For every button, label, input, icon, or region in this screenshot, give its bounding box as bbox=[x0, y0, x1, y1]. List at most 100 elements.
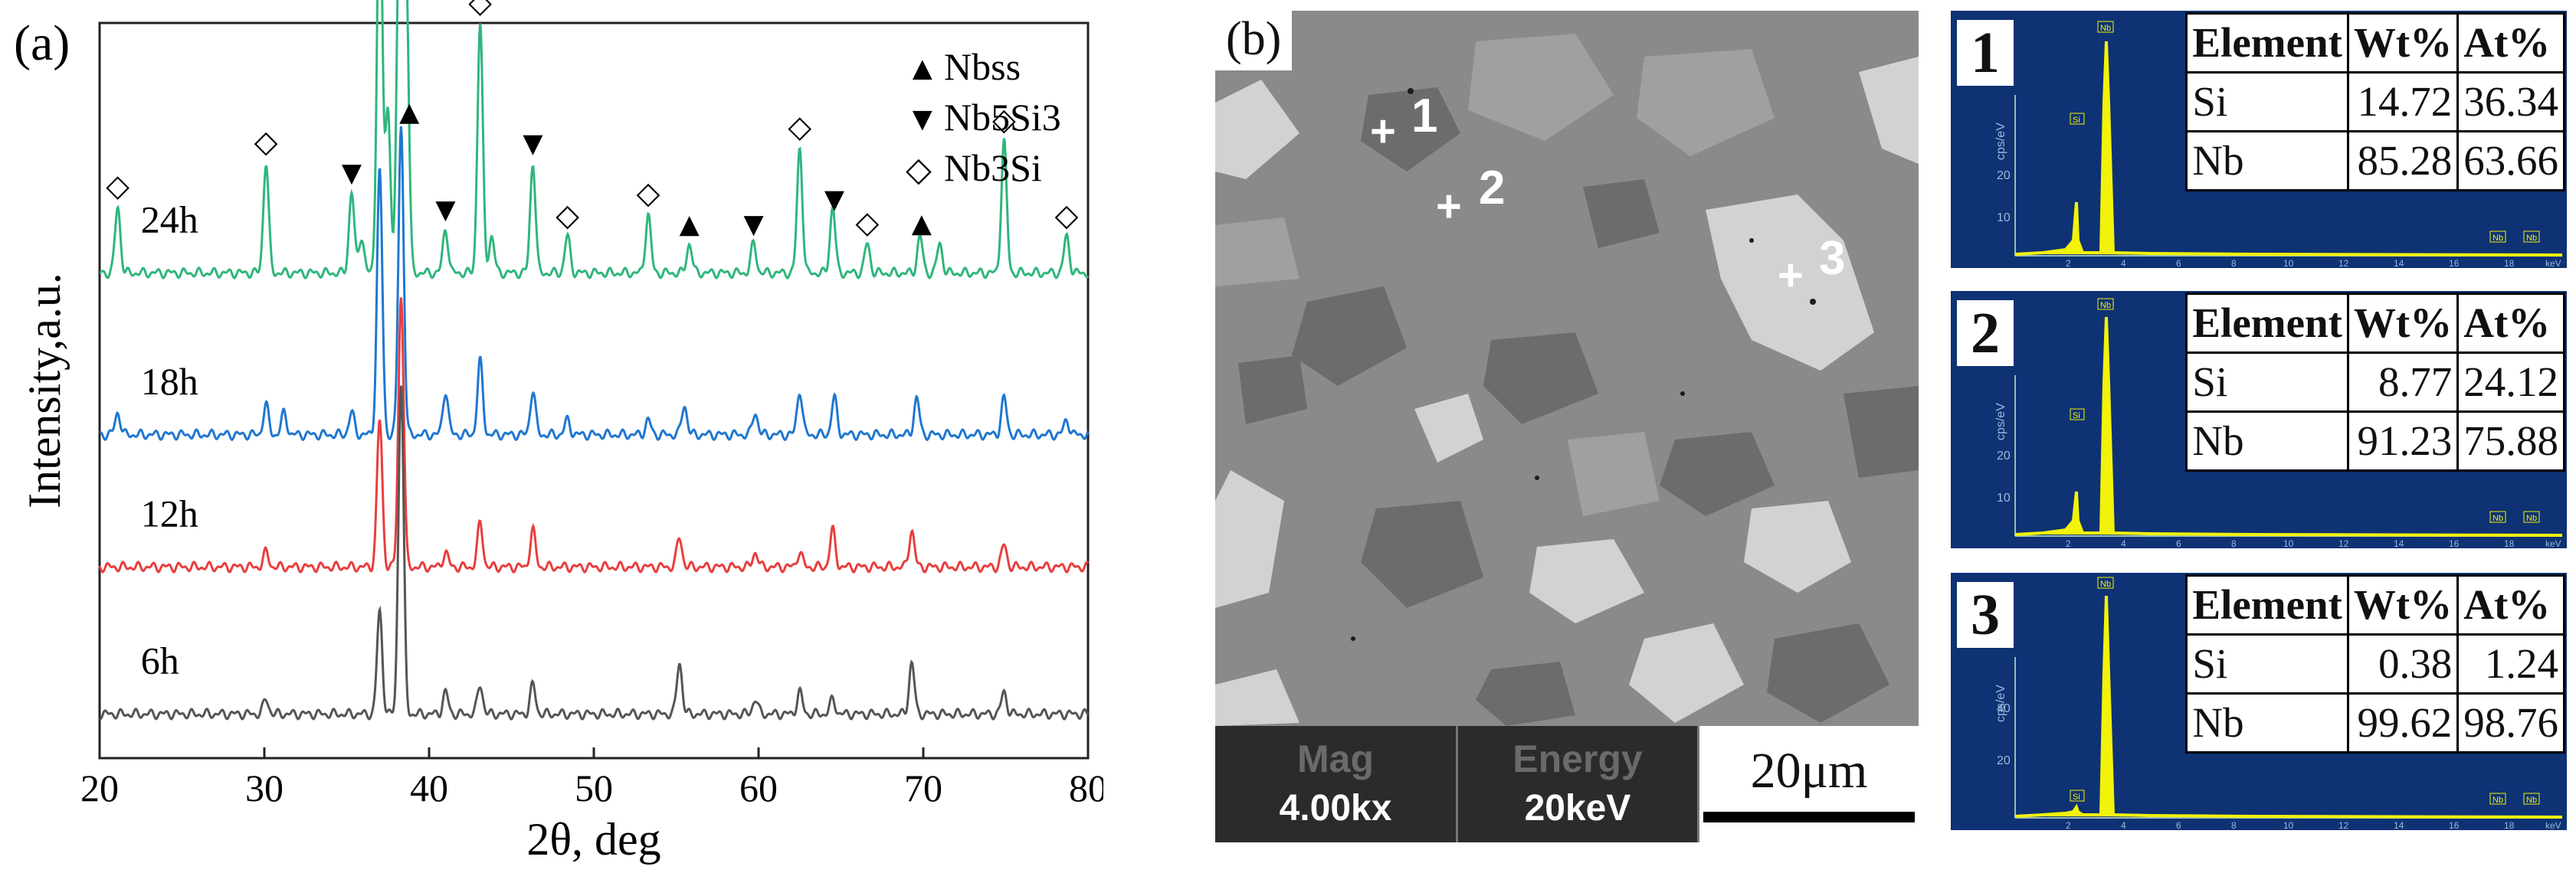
eds-3-header-at: At% bbox=[2456, 574, 2565, 636]
mag-cell: Mag 4.00kx bbox=[1215, 726, 1458, 842]
eds-2-xtick-2: 2 bbox=[2066, 538, 2071, 548]
eds-1-xtick-8: 8 bbox=[2231, 258, 2237, 268]
eds-spectrum-2: cps/eV 20 10 Nb Si Nb Nb 2 4 6 8 10 12 1… bbox=[1994, 298, 2563, 548]
eds-2-xtick-16: 16 bbox=[2449, 538, 2460, 548]
eds-2-xtick-12: 12 bbox=[2338, 538, 2349, 548]
legend: ▲ Nbss ▼ Nb5Si3 ◇ Nb3Si bbox=[906, 45, 1061, 189]
eds-3-xtick-6: 6 bbox=[2176, 820, 2181, 830]
x-tick-layer: 20 30 40 50 60 70 80 bbox=[80, 747, 1103, 809]
eds-3-peak-nb-3: Nb bbox=[2526, 796, 2537, 805]
eds-3-xtick-4: 4 bbox=[2121, 820, 2126, 830]
eds-1-xtick-12: 12 bbox=[2338, 258, 2349, 268]
series-6h bbox=[99, 385, 1090, 721]
scale-bar bbox=[1703, 812, 1915, 822]
eds-3-peak-nb-2: Nb bbox=[2492, 796, 2503, 805]
eds-1-header-at: At% bbox=[2456, 12, 2565, 74]
eds-3-number: 3 bbox=[1957, 582, 2014, 648]
phase-marker-6: ▼ bbox=[435, 195, 456, 225]
mag-label: Mag bbox=[1297, 737, 1374, 780]
eds-1-xtick-6: 6 bbox=[2176, 258, 2181, 268]
eds-1-ytick-0: 20 bbox=[1997, 169, 2011, 182]
eds-2-peak-nb-2: Nb bbox=[2492, 514, 2503, 523]
eds-3-ylabel: cps/eV bbox=[1994, 685, 2007, 722]
x-tick-label-30: 30 bbox=[245, 767, 283, 809]
energy-cell: Energy 20keV bbox=[1458, 726, 1699, 842]
phase-marker-17: ◇ bbox=[992, 103, 1016, 138]
eds-1-peak-nb-3: Nb bbox=[2526, 234, 2537, 243]
eds-3-peak-nb: Nb bbox=[2100, 580, 2111, 589]
phase-marker-11: ▲ bbox=[680, 209, 700, 240]
eds-1-ytick-1: 10 bbox=[1997, 211, 2011, 224]
eds-3-xtick-2: 2 bbox=[2066, 820, 2071, 830]
phase-marker-5: ▲ bbox=[399, 96, 420, 127]
phase-marker-0: ◇ bbox=[106, 168, 129, 204]
phase-marker-7: ◇ bbox=[468, 0, 492, 20]
phase-marker-16: ▲ bbox=[912, 208, 932, 239]
eds-2-ylabel: cps/eV bbox=[1994, 403, 2007, 440]
point-2-cross: + bbox=[1436, 181, 1462, 231]
eds-3-nb-wt: 99.62 bbox=[2346, 692, 2460, 754]
panel-a-label: (a) bbox=[14, 15, 70, 71]
eds-3-si-wt: 0.38 bbox=[2346, 633, 2460, 695]
phase-marker-10: ◇ bbox=[637, 176, 660, 211]
eds-1-xtick-10: 10 bbox=[2283, 258, 2294, 268]
phase-marker-13: ◇ bbox=[788, 110, 811, 145]
eds-1-si-element: Si bbox=[2185, 71, 2349, 132]
eds-2-header-at: At% bbox=[2456, 293, 2565, 354]
eds-panel-2: cps/eV 20 10 Nb Si Nb Nb 2 4 6 8 10 12 1… bbox=[1951, 291, 2567, 548]
eds-2-ytick-0: 20 bbox=[1997, 450, 2011, 463]
eds-spectrum-1: cps/eV 20 10 Nb Si Nb Nb 2 4 6 8 10 12 1… bbox=[1994, 21, 2563, 268]
eds-2-nb-wt: 91.23 bbox=[2346, 410, 2460, 472]
phase-marker-1: ◇ bbox=[254, 124, 278, 159]
eds-1-nb-wt: 85.28 bbox=[2346, 130, 2460, 191]
energy-label: Energy bbox=[1512, 737, 1643, 780]
eds-1-header-element: Element bbox=[2185, 12, 2349, 74]
eds-1-xtick-2: 2 bbox=[2066, 258, 2071, 268]
point-3-label: 3 bbox=[1819, 232, 1846, 285]
plot-frame bbox=[98, 21, 1090, 760]
eds-2-xtick-10: 10 bbox=[2283, 538, 2294, 548]
panel-b-label: (b) bbox=[1215, 11, 1293, 70]
eds-2-header-element: Element bbox=[2185, 293, 2349, 354]
eds-3-xtick-12: 12 bbox=[2338, 820, 2349, 830]
point-2-label: 2 bbox=[1479, 162, 1506, 214]
point-1-cross: + bbox=[1370, 106, 1396, 156]
series-label-18h: 18h bbox=[141, 360, 198, 403]
eds-2-xtick-14: 14 bbox=[2394, 538, 2404, 548]
x-tick-label-40: 40 bbox=[410, 767, 448, 809]
phase-marker-18: ◇ bbox=[1055, 198, 1079, 233]
eds-panel-1: cps/eV 20 10 Nb Si Nb Nb 2 4 6 8 10 12 1… bbox=[1951, 11, 2567, 268]
eds-3-ytick-0: 40 bbox=[1997, 702, 2011, 715]
eds-1-xtick-14: 14 bbox=[2394, 258, 2404, 268]
eds-1-peak-nb: Nb bbox=[2100, 24, 2111, 33]
eds-3-xtick-10: 10 bbox=[2283, 820, 2294, 830]
eds-1-nb-at: 63.66 bbox=[2456, 130, 2565, 191]
eds-2-peak-nb: Nb bbox=[2100, 301, 2111, 310]
eds-2-si-at: 24.12 bbox=[2456, 351, 2565, 413]
eds-2-xtick-8: 8 bbox=[2231, 538, 2237, 548]
sem-texture bbox=[1215, 11, 1919, 842]
legend-symbol-nbss: ▲ bbox=[906, 50, 939, 87]
series-12h bbox=[98, 297, 1090, 574]
phase-marker-14: ▼ bbox=[824, 184, 845, 214]
phase-marker-9: ◇ bbox=[556, 198, 579, 233]
sem-micrograph: (b) + 1 + 2 + 3 Mag 4.00kx Energy 20keV … bbox=[1215, 11, 1919, 842]
mag-value: 4.00kx bbox=[1279, 787, 1392, 829]
legend-label-nb5si3: Nb5Si3 bbox=[944, 96, 1061, 139]
x-tick-label-80: 80 bbox=[1069, 767, 1103, 809]
eds-3-xunit: keV bbox=[2545, 820, 2561, 830]
eds-2-xtick-18: 18 bbox=[2504, 538, 2515, 548]
eds-3-ytick-1: 20 bbox=[1997, 754, 2011, 767]
series-layer bbox=[98, 0, 1090, 721]
eds-3-header-wt: Wt% bbox=[2346, 574, 2460, 636]
legend-symbol-nb5si3: ▼ bbox=[906, 100, 939, 138]
eds-3-nb-element: Nb bbox=[2185, 692, 2349, 754]
eds-3-xtick-16: 16 bbox=[2449, 820, 2460, 830]
eds-1-ylabel: cps/eV bbox=[1994, 123, 2007, 160]
legend-symbol-nb3si: ◇ bbox=[906, 151, 932, 188]
eds-2-peak-nb-3: Nb bbox=[2526, 514, 2537, 523]
eds-3-si-at: 1.24 bbox=[2456, 633, 2565, 695]
eds-2-nb-at: 75.88 bbox=[2456, 410, 2565, 472]
legend-label-nb3si: Nb3Si bbox=[944, 146, 1042, 189]
eds-2-header-wt: Wt% bbox=[2346, 293, 2460, 354]
